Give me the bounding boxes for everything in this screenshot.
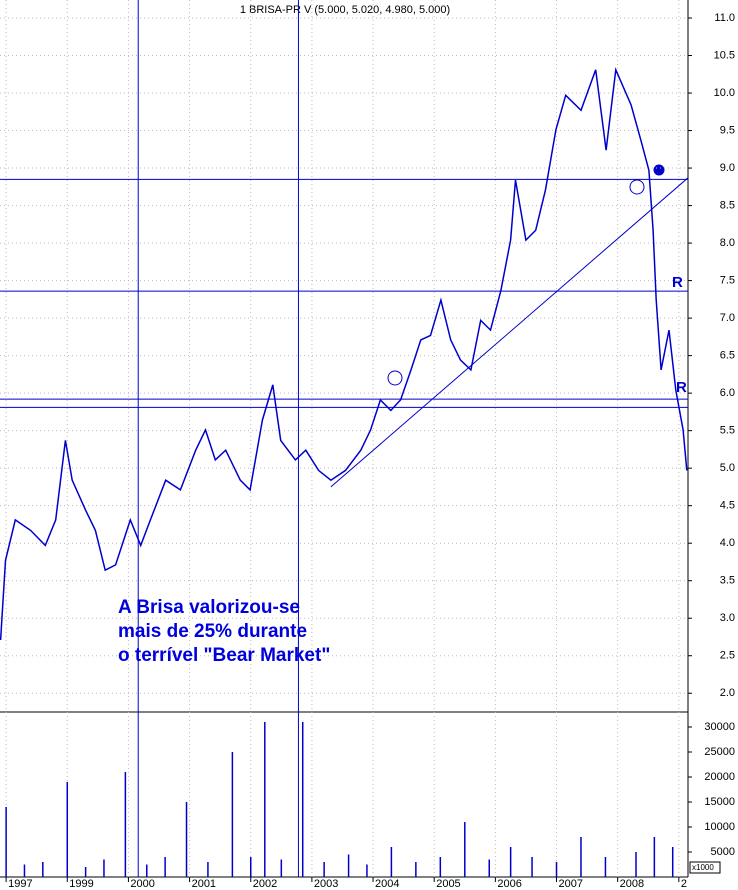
volume-bar xyxy=(323,862,325,877)
volume-bar xyxy=(366,864,368,877)
x-tick-label: 2005 xyxy=(436,878,460,890)
x-tick-label: 2002 xyxy=(253,878,277,890)
volume-bar xyxy=(488,859,490,877)
y-tick-label: 20000 xyxy=(704,771,735,783)
volume-bar xyxy=(5,807,7,877)
chart-title: 1 BRISA-PR V (5.000, 5.020, 4.980, 5.000… xyxy=(240,4,450,16)
icons xyxy=(387,164,665,386)
y-tick-label: 10.0 xyxy=(714,87,735,99)
y-tick-label: 6.0 xyxy=(720,387,735,399)
annotation: mais de 25% durante xyxy=(118,621,307,642)
y-tick-label: 2.5 xyxy=(720,650,735,662)
x-tick-label: 2000 xyxy=(130,878,154,890)
y-tick-label: 8.5 xyxy=(720,199,735,211)
volume-bar xyxy=(464,822,466,877)
volume-bar xyxy=(509,847,512,877)
volume-bar xyxy=(347,854,350,877)
annotation: o terrível "Bear Market" xyxy=(118,645,330,666)
volume-bar xyxy=(390,847,393,877)
frown-icon xyxy=(629,179,645,195)
volume-bar xyxy=(185,802,188,877)
y-tick-label: 3.0 xyxy=(720,612,735,624)
volume-bar xyxy=(146,864,148,877)
volume-bar xyxy=(23,864,26,877)
x-tick-label: 1999 xyxy=(69,878,93,890)
y-tick-label: 15000 xyxy=(704,796,735,808)
volume-bar xyxy=(671,847,674,877)
marker-label: R xyxy=(672,274,683,291)
volume-bar xyxy=(124,772,127,877)
y-tick-label: 7.5 xyxy=(720,275,735,287)
y-tick-label: 11.0 xyxy=(714,12,735,24)
volume-bar xyxy=(301,722,304,877)
x-tick-label: 1997 xyxy=(8,878,32,890)
y-tick-label: 10000 xyxy=(704,821,735,833)
y-tick-label: 5.5 xyxy=(720,425,735,437)
x-tick-label: 2006 xyxy=(497,878,521,890)
y-tick-label: 9.5 xyxy=(720,124,735,136)
smiley-icon xyxy=(387,370,403,386)
volume-bar xyxy=(264,722,266,877)
y-tick-label: 5000 xyxy=(711,846,735,858)
unit-box xyxy=(689,861,721,874)
x-tick-label: 2007 xyxy=(559,878,583,890)
annotation: A Brisa valorizou-se xyxy=(118,597,300,618)
y-tick-label: 2.0 xyxy=(720,687,735,699)
volume-bar xyxy=(635,852,637,877)
volume-bar xyxy=(531,857,533,877)
y-tick-label: 9.0 xyxy=(720,162,735,174)
y-tick-label: 5.0 xyxy=(720,462,735,474)
volume-bar xyxy=(280,859,283,877)
volume-bar xyxy=(580,837,582,877)
unit-label: x1000 xyxy=(692,863,714,872)
volume-bar xyxy=(84,867,87,877)
x-tick-label: 2004 xyxy=(375,878,399,890)
y-tick-label: 7.0 xyxy=(720,312,735,324)
y-tick-label: 10.5 xyxy=(714,49,735,61)
volume-bar xyxy=(207,862,209,877)
price-line xyxy=(0,66,688,641)
volume-bar xyxy=(555,862,558,877)
marker-label: R xyxy=(676,379,687,396)
volume-bar xyxy=(249,857,252,877)
volume-bar xyxy=(231,752,234,877)
bomb-icon xyxy=(653,164,665,176)
trend-line xyxy=(330,177,689,488)
volume-bar xyxy=(103,859,105,877)
volume-bar xyxy=(66,782,69,877)
x-tick-label: 2 xyxy=(681,878,687,890)
y-tick-label: 25000 xyxy=(704,746,735,758)
x-tick-label: 2008 xyxy=(620,878,644,890)
volume-bar xyxy=(415,862,417,877)
y-tick-label: 4.0 xyxy=(720,537,735,549)
y-tick-label: 30000 xyxy=(704,721,735,733)
y-tick-label: 6.5 xyxy=(720,350,735,362)
volume-bar xyxy=(439,857,442,877)
y-tick-label: 8.0 xyxy=(720,237,735,249)
volume-bar xyxy=(653,837,656,877)
volume-bar xyxy=(604,857,607,877)
x-tick-label: 2003 xyxy=(314,878,338,890)
y-tick-label: 3.5 xyxy=(720,575,735,587)
x-tick-label: 2001 xyxy=(192,878,216,890)
volume-bar xyxy=(164,857,166,877)
y-tick-label: 4.5 xyxy=(720,500,735,512)
volume-bar xyxy=(42,862,44,877)
